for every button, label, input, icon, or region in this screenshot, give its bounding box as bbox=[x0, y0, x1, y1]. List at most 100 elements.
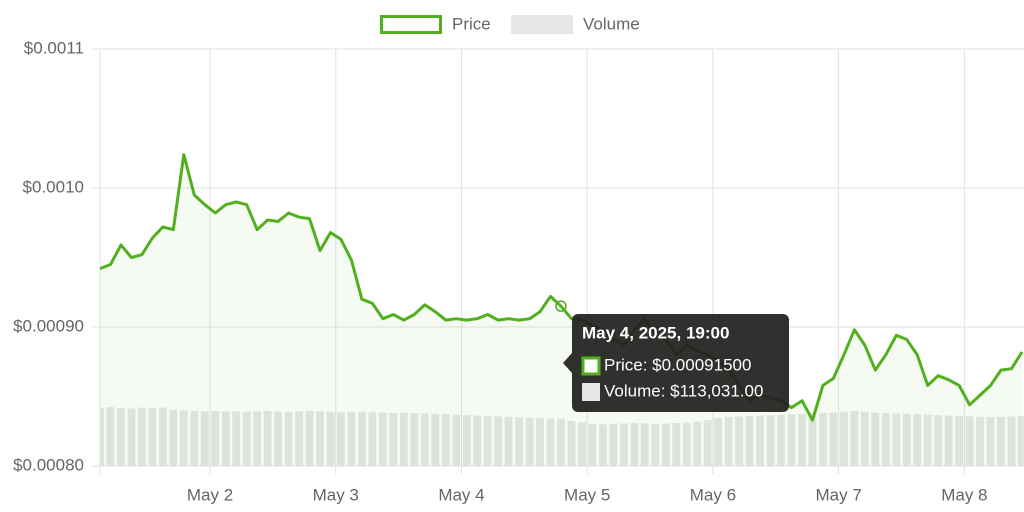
x-tick-label: May 7 bbox=[815, 485, 861, 504]
volume-bar bbox=[410, 413, 419, 466]
volume-bar bbox=[232, 411, 241, 466]
volume-bar bbox=[253, 411, 262, 466]
volume-bar bbox=[661, 423, 670, 466]
volume-bar bbox=[609, 423, 618, 466]
price-line bbox=[100, 153, 1024, 422]
volume-bar bbox=[588, 423, 597, 466]
volume-bar bbox=[735, 416, 744, 466]
volume-bar bbox=[703, 420, 712, 466]
volume-bar bbox=[986, 417, 995, 466]
volume-bar bbox=[714, 418, 723, 466]
grid: $0.00080 $0.00090 $0.0010 $0.0011 May 2 May 3… bbox=[13, 38, 1024, 504]
volume-bar bbox=[483, 415, 492, 466]
volume-bar bbox=[368, 412, 377, 466]
legend-label: Volume bbox=[583, 14, 640, 33]
volume-bar bbox=[630, 423, 639, 466]
volume-bar bbox=[1018, 415, 1024, 466]
volume-bar bbox=[934, 415, 943, 466]
volume-bar bbox=[640, 423, 649, 466]
volume-bars bbox=[100, 407, 1024, 466]
tooltip-price-swatch bbox=[581, 356, 601, 376]
volume-bar bbox=[284, 411, 293, 466]
volume-bar bbox=[242, 411, 251, 466]
legend-label: Price bbox=[452, 14, 491, 33]
x-tick-label: May 8 bbox=[941, 485, 987, 504]
legend-swatch bbox=[380, 15, 442, 34]
volume-bar bbox=[997, 416, 1005, 466]
y-tick-label: $0.0011 bbox=[24, 38, 84, 57]
volume-bar bbox=[504, 416, 513, 466]
volume-bar bbox=[829, 412, 838, 466]
volume-bar bbox=[777, 414, 785, 466]
volume-bar bbox=[221, 411, 230, 466]
volume-bar bbox=[965, 416, 974, 466]
volume-bar bbox=[1007, 416, 1016, 466]
volume-bar bbox=[305, 410, 314, 466]
volume-bar bbox=[598, 424, 607, 466]
volume-bar bbox=[819, 413, 827, 466]
volume-bar bbox=[358, 411, 366, 466]
price-area bbox=[100, 154, 1022, 466]
volume-bar bbox=[148, 408, 157, 466]
volume-bar bbox=[263, 410, 272, 466]
volume-bar bbox=[200, 411, 209, 466]
tooltip-volume: Volume: $113,031.00 bbox=[604, 381, 763, 400]
volume-bar bbox=[117, 408, 125, 466]
volume-bar bbox=[211, 410, 220, 466]
volume-bar bbox=[420, 413, 429, 466]
x-tick-label: May 6 bbox=[690, 485, 736, 504]
volume-bar bbox=[787, 414, 796, 466]
volume-bar bbox=[756, 415, 764, 466]
tooltip-box bbox=[572, 314, 789, 412]
volume-bar bbox=[473, 415, 482, 466]
price-layer bbox=[100, 153, 1024, 466]
volume-bar bbox=[179, 410, 188, 466]
x-tick-label: May 2 bbox=[187, 485, 233, 504]
volume-bar bbox=[923, 414, 932, 466]
tooltip-pointer bbox=[563, 353, 572, 373]
x-tick-label: May 5 bbox=[564, 485, 610, 504]
tooltip-title: May 4, 2025, 19:00 bbox=[582, 323, 729, 342]
x-tick-label: May 3 bbox=[313, 485, 359, 504]
x-tick-label: May 4 bbox=[438, 485, 484, 504]
volume-bar bbox=[337, 412, 345, 466]
volume-bar bbox=[850, 410, 859, 466]
volume-bar bbox=[441, 414, 450, 466]
volume-bar bbox=[682, 422, 691, 466]
volume-bar bbox=[347, 411, 356, 466]
volume-bar bbox=[839, 411, 848, 466]
volume-bar bbox=[536, 418, 544, 466]
volume-bar bbox=[693, 421, 702, 466]
volume-bar bbox=[902, 413, 911, 466]
volume-bar bbox=[378, 412, 387, 466]
legend: Price Volume bbox=[380, 14, 640, 34]
volume-bar bbox=[881, 413, 890, 466]
volume-bar bbox=[316, 411, 324, 466]
volume-bar bbox=[745, 415, 754, 466]
volume-bar bbox=[389, 413, 398, 466]
y-tick-label: $0.00080 bbox=[13, 455, 84, 474]
volume-bar bbox=[766, 415, 775, 466]
volume-bar bbox=[431, 413, 440, 466]
volume-bar bbox=[326, 411, 335, 466]
volume-bar bbox=[651, 423, 660, 466]
volume-bar bbox=[295, 411, 303, 466]
volume-bar bbox=[578, 422, 586, 466]
volume-bar bbox=[955, 415, 964, 466]
volume-bar bbox=[494, 416, 503, 466]
volume-bar bbox=[515, 417, 524, 466]
volume-bar bbox=[525, 417, 534, 466]
volume-bar bbox=[976, 416, 985, 466]
volume-bar bbox=[462, 415, 471, 466]
legend-swatch bbox=[511, 15, 573, 34]
volume-bar bbox=[452, 414, 461, 466]
volume-bar bbox=[913, 414, 922, 466]
volume-bar bbox=[871, 412, 880, 466]
y-tick-label: $0.0010 bbox=[23, 177, 84, 196]
tooltip-volume-swatch bbox=[582, 383, 600, 401]
volume-bar bbox=[892, 413, 901, 466]
volume-bar bbox=[672, 423, 681, 466]
volume-bar bbox=[100, 407, 104, 466]
volume-bar bbox=[169, 409, 178, 466]
